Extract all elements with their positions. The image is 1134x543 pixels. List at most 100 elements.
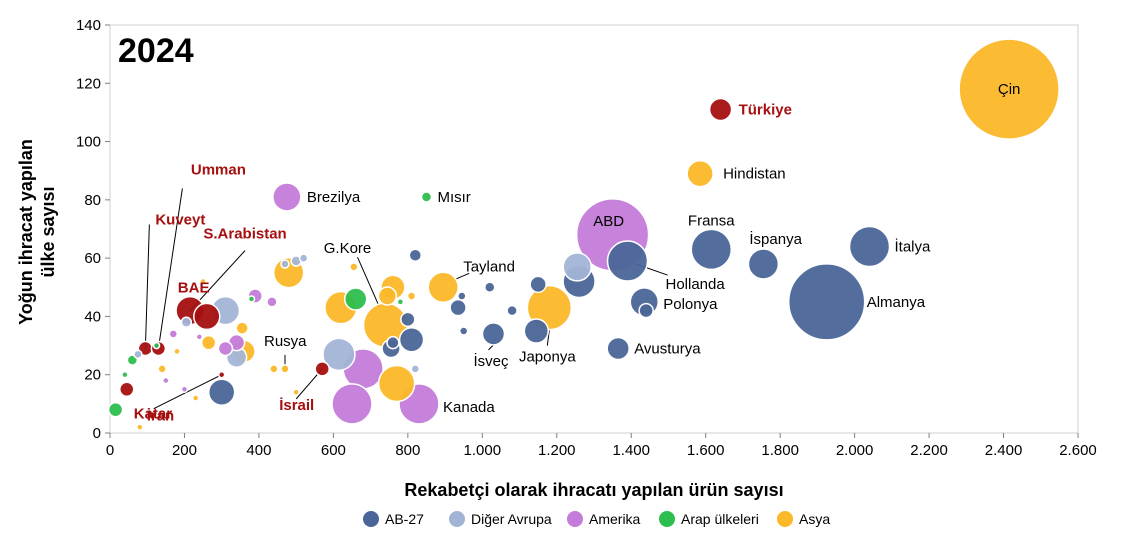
legend-label-asya: Asya bbox=[799, 511, 830, 527]
bubble bbox=[386, 335, 400, 350]
bubble bbox=[235, 321, 249, 335]
bubble-mısır bbox=[420, 191, 433, 203]
bubble bbox=[269, 364, 279, 374]
y-axis-title: Yoğun ihracat yapılan ülke sayısı bbox=[16, 139, 58, 325]
y-axis: 0 20 40 60 80 100 120 140 bbox=[76, 17, 110, 442]
bubble-label: Polonya bbox=[663, 296, 718, 313]
leader-line bbox=[455, 272, 470, 280]
bubble bbox=[199, 277, 207, 286]
bubble-hollanda bbox=[606, 240, 649, 282]
bubble-label: BAE bbox=[178, 279, 210, 296]
bubble-i-ran bbox=[217, 370, 226, 379]
bubble bbox=[180, 316, 193, 329]
legend-label-arap: Arap ülkeleri bbox=[681, 511, 759, 527]
bubble-label: İsveç bbox=[473, 352, 509, 370]
bubble-label: Kanada bbox=[443, 399, 495, 416]
bubble bbox=[280, 259, 290, 269]
y-tick-label: 0 bbox=[93, 425, 101, 442]
legend-marker-asya bbox=[777, 511, 793, 527]
bubble-label: Japonya bbox=[519, 349, 576, 366]
x-tick-label: 400 bbox=[246, 442, 271, 459]
bubble bbox=[506, 304, 518, 317]
bubble-label: Avusturya bbox=[634, 340, 701, 357]
bubble bbox=[408, 248, 423, 262]
x-tick-label: 600 bbox=[321, 442, 346, 459]
bubble bbox=[410, 364, 421, 374]
y-axis-title-line-2: ülke sayısı bbox=[38, 186, 58, 277]
x-tick-label: 200 bbox=[172, 442, 197, 459]
bubble-katar bbox=[119, 381, 135, 398]
bubble-labels: Çin Türkiye Hindistan ABD Fransa İspanya İtaly… bbox=[134, 81, 1021, 425]
x-axis-title: Rekabetçi olarak ihracatı yapılan ürün s… bbox=[404, 480, 783, 500]
x-tick-label: 2.400 bbox=[985, 442, 1023, 459]
bubble-label: ABD bbox=[593, 213, 624, 230]
bubble bbox=[529, 275, 547, 294]
bubble bbox=[133, 349, 143, 360]
bubble bbox=[107, 401, 124, 418]
x-tick-label: 1.000 bbox=[464, 442, 502, 459]
bubble bbox=[331, 383, 373, 425]
bubble-brezilya bbox=[272, 182, 302, 212]
legend-marker-avrupa bbox=[449, 511, 465, 527]
x-tick-label: 1.200 bbox=[538, 442, 576, 459]
bubble-almanya bbox=[787, 263, 866, 341]
bubble-label: Çin bbox=[998, 81, 1021, 98]
bubble-label: Umman bbox=[191, 161, 246, 178]
bubble bbox=[247, 295, 256, 303]
bubble-label: Hollanda bbox=[666, 276, 726, 293]
bubble-türkiye bbox=[708, 97, 733, 122]
bubble bbox=[562, 252, 592, 282]
y-tick-label: 120 bbox=[76, 75, 101, 92]
bubble bbox=[400, 311, 416, 328]
bubble-label: Hindistan bbox=[723, 166, 786, 183]
bubble-label: Brezilya bbox=[307, 189, 361, 206]
y-tick-label: 80 bbox=[84, 192, 101, 209]
leader-line bbox=[357, 256, 380, 308]
bubble bbox=[377, 286, 398, 306]
bubble-tayland bbox=[427, 271, 459, 304]
bubble bbox=[168, 329, 179, 339]
bubble bbox=[458, 326, 469, 336]
bubble-avusturya bbox=[606, 336, 630, 361]
bubble bbox=[396, 298, 405, 306]
leader-line bbox=[546, 329, 550, 346]
bubble bbox=[322, 337, 356, 372]
bubble-label: G.Kore bbox=[324, 240, 372, 257]
bubbles bbox=[107, 38, 1060, 431]
bubble-hindistan bbox=[686, 159, 714, 188]
legend: AB-27 Diğer Avrupa Amerika Arap ülkeleri Asy… bbox=[363, 511, 830, 527]
leader-line bbox=[157, 188, 183, 349]
bubble-label: İsrail bbox=[279, 397, 314, 414]
bubble bbox=[343, 287, 368, 311]
chart-title: 2024 bbox=[118, 32, 194, 70]
bubble bbox=[157, 364, 167, 374]
y-tick-label: 20 bbox=[84, 367, 101, 384]
bubble bbox=[484, 281, 496, 294]
bubble-label: Mısır bbox=[437, 189, 470, 206]
x-tick-label: 2.000 bbox=[836, 442, 874, 459]
bubble bbox=[377, 364, 416, 403]
bubble-label: İtalya bbox=[895, 237, 932, 255]
bubble bbox=[449, 298, 467, 317]
bubble bbox=[292, 388, 300, 396]
bubble-label: Fransa bbox=[688, 212, 735, 229]
legend-label-avrupa: Diğer Avrupa bbox=[471, 511, 552, 527]
bubble-label: İspanya bbox=[749, 230, 802, 248]
bubble-label: Almanya bbox=[867, 294, 926, 311]
bubble bbox=[121, 370, 129, 379]
bubble-i-talya bbox=[848, 225, 891, 268]
y-tick-label: 40 bbox=[84, 308, 101, 325]
legend-marker-amerika bbox=[567, 511, 583, 527]
legend-label-amerika: Amerika bbox=[589, 511, 641, 527]
x-tick-label: 1.400 bbox=[612, 442, 650, 459]
bubble bbox=[266, 296, 278, 308]
bubble-label: Katar bbox=[134, 405, 173, 422]
bubble-rusya bbox=[280, 364, 290, 374]
bubble bbox=[180, 385, 189, 394]
bubble-bae bbox=[193, 302, 221, 331]
bubble-fransa bbox=[690, 228, 733, 271]
bubble-label: Rusya bbox=[264, 333, 307, 350]
bubble bbox=[638, 302, 654, 319]
bubble-label: Kuveyt bbox=[155, 211, 205, 228]
